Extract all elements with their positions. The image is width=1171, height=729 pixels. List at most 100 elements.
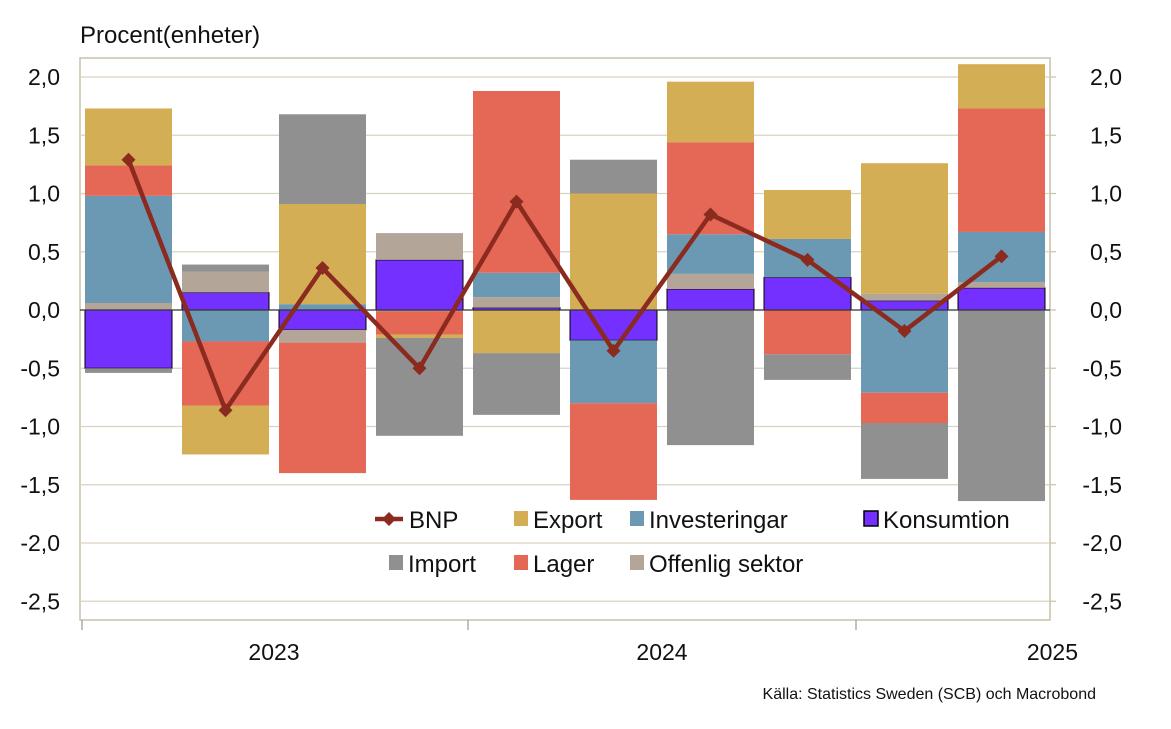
y-tick-label-left: 0,0 (28, 297, 60, 323)
x-year-label: 2024 (636, 639, 687, 665)
bar-segment-konsumtion (84, 309, 173, 369)
bnp-marker (703, 207, 718, 222)
y-tick-label-left: 2,0 (28, 64, 60, 90)
bnp-marker (121, 152, 136, 167)
bnp-marker (800, 252, 815, 267)
bar-segment-import (182, 264, 269, 272)
bar-segment-offenlig-sektor (182, 271, 269, 293)
bar-segment-export (473, 310, 560, 354)
bar-segment-export (764, 190, 851, 239)
bar-segment-import (764, 354, 851, 380)
bar-segment-lager (570, 403, 657, 500)
y-tick-label-left: 0,5 (28, 239, 60, 265)
bnp-marker (315, 261, 330, 276)
bar-segment-lager (85, 165, 172, 196)
bar-segment-offenlig-sektor (279, 329, 366, 343)
bar-segment-investeringar (861, 310, 948, 393)
bnp-marker (218, 403, 233, 418)
x-axis: 2023 2024 2025 (81, 620, 1078, 665)
x-year-label: 2025 (1027, 639, 1078, 665)
bar-segment-konsumtion (181, 292, 270, 311)
y-tick-label-left: 1,5 (28, 122, 60, 148)
bar-segment-investeringar (473, 272, 560, 298)
legend-swatch-offenlig-sektor (630, 555, 644, 570)
legend-label: Offenlig sektor (649, 551, 803, 578)
y-tick-label-right: -0,5 (1082, 355, 1122, 381)
y-tick-label-right: 0,0 (1090, 297, 1122, 323)
bar-segment-export (279, 203, 366, 305)
y-tick-label-right: 2,0 (1090, 64, 1122, 90)
bar-segment-investeringar (279, 304, 366, 310)
bar-segment-konsumtion (666, 288, 755, 311)
y-tick-label-right: -1,0 (1082, 414, 1122, 440)
y-axis-left: 2,0 1,5 1,0 0,5 0,0 -0,5 -1,0 -1,5 -2,0 -2,5 (20, 64, 60, 614)
y-tick-label-right: 1,0 (1090, 181, 1122, 207)
bar-segment-export (861, 163, 948, 294)
legend-swatch-lager (514, 555, 528, 570)
legend-label: Lager (533, 551, 594, 578)
bar-segment-offenlig-sektor (85, 303, 172, 310)
bar-segment-export (376, 334, 463, 338)
bar-segment-export (570, 193, 657, 310)
legend-swatch-import (389, 555, 403, 570)
bar-segment-export (667, 81, 754, 143)
y-tick-label-left: -1,5 (20, 472, 60, 498)
y-tick-label-right: 1,5 (1090, 122, 1122, 148)
bnp-marker (606, 343, 621, 358)
bar-segment-lager (861, 392, 948, 424)
y-tick-label-right: -2,0 (1082, 530, 1122, 556)
bnp-line (126, 158, 1003, 413)
bar-segment-investeringar (85, 195, 172, 304)
bar-segment-import (85, 368, 172, 373)
bar-segment-offenlig-sektor (667, 273, 754, 290)
bnp-marker (509, 194, 524, 209)
legend-swatch-konsumtion (863, 510, 879, 527)
x-year-label: 2023 (248, 639, 299, 665)
bnp-marker (994, 249, 1009, 264)
bar-segment-import (473, 353, 560, 415)
bnp-marker (897, 323, 912, 338)
bar-segment-offenlig-sektor (861, 293, 948, 301)
bar-stacks (84, 64, 1046, 502)
bar-segment-import (958, 310, 1045, 502)
bar-segment-offenlig-sektor (473, 297, 560, 308)
bar-segment-lager (279, 342, 366, 474)
legend-label: Import (408, 551, 476, 578)
plot-frame (79, 57, 1051, 621)
legend: BNP Export Investeringar Konsumtion Import La… (375, 507, 1010, 578)
legend-marker-bnp (382, 512, 396, 526)
bar-segment-import (570, 159, 657, 194)
legend-label: Export (533, 507, 603, 534)
legend-swatch-export (514, 511, 528, 526)
bar-segment-import (667, 310, 754, 446)
y-tick-label-left: -1,0 (20, 414, 60, 440)
y-tick-label-left: 1,0 (28, 181, 60, 207)
source-note: Källa: Statistics Sweden (SCB) och Macro… (763, 686, 1096, 703)
bar-segment-import (279, 114, 366, 204)
bar-segment-export (958, 64, 1045, 109)
y-axis-title: Procent(enheter) (80, 22, 260, 49)
y-tick-label-left: -2,5 (20, 588, 60, 614)
legend-swatch-investeringar (630, 511, 644, 526)
legend-label: Investeringar (649, 507, 788, 534)
bnp-line-layer (121, 152, 1009, 418)
bar-segment-konsumtion (569, 309, 658, 341)
y-tick-label-left: -0,5 (20, 355, 60, 381)
bar-segment-lager (182, 341, 269, 406)
bar-segment-lager (958, 108, 1045, 232)
bar-segment-offenlig-sektor (376, 233, 463, 260)
legend-label: Konsumtion (883, 507, 1010, 534)
bar-segment-import (376, 337, 463, 436)
y-axis-right: 2,0 1,5 1,0 0,5 0,0 -0,5 -1,0 -1,5 -2,0 -2,5 (1050, 64, 1122, 614)
legend-label: BNP (409, 507, 458, 534)
bar-segment-lager (764, 310, 851, 355)
bar-segment-konsumtion (957, 287, 1046, 311)
y-tick-label-right: -2,5 (1082, 588, 1122, 614)
bnp-marker (412, 361, 427, 376)
bar-segment-import (861, 423, 948, 479)
bar-segment-offenlig-sektor (958, 282, 1045, 288)
y-tick-label-left: -2,0 (20, 530, 60, 556)
y-tick-label-right: -1,5 (1082, 472, 1122, 498)
bar-segment-konsumtion (375, 259, 464, 311)
